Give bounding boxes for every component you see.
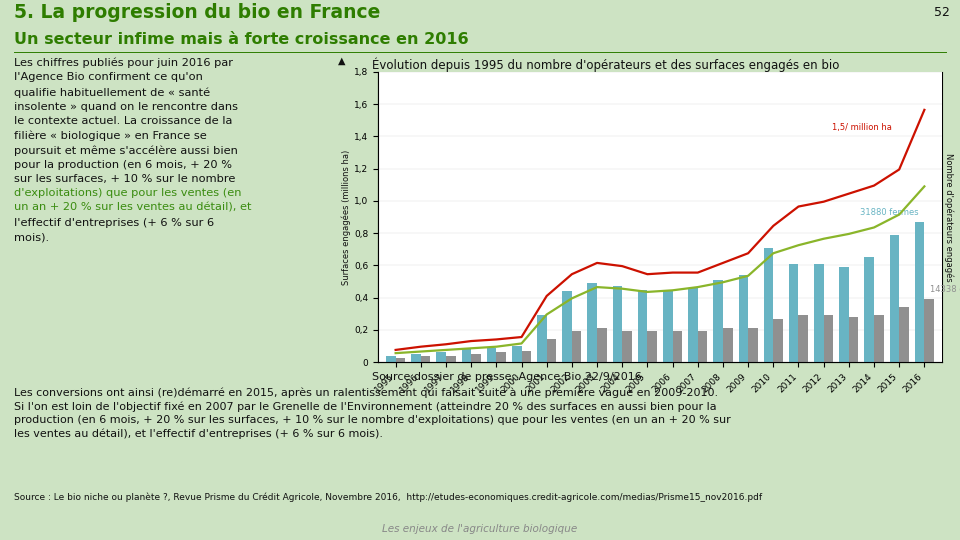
- Bar: [814, 264, 824, 362]
- Bar: [647, 332, 657, 362]
- Bar: [874, 315, 883, 362]
- Bar: [471, 354, 481, 362]
- Text: production (en 6 mois, + 20 % sur les surfaces, + 10 % sur le nombre d'exploitat: production (en 6 mois, + 20 % sur les su…: [14, 415, 731, 425]
- Text: 5. La progression du bio en France: 5. La progression du bio en France: [14, 3, 380, 23]
- Bar: [663, 289, 673, 362]
- Bar: [738, 275, 748, 362]
- Bar: [864, 257, 874, 362]
- Bar: [411, 354, 420, 362]
- Bar: [713, 280, 723, 362]
- Bar: [723, 328, 732, 362]
- Bar: [698, 332, 708, 362]
- Text: 52: 52: [934, 6, 950, 19]
- Text: un an + 20 % sur les ventes au détail), et: un an + 20 % sur les ventes au détail), …: [14, 203, 252, 213]
- Text: insolente » quand on le rencontre dans: insolente » quand on le rencontre dans: [14, 102, 238, 111]
- Bar: [521, 350, 531, 362]
- Bar: [496, 352, 506, 362]
- Text: sur les surfaces, + 10 % sur le nombre: sur les surfaces, + 10 % sur le nombre: [14, 174, 235, 184]
- Text: Source dossier de presse, Agence Bio 22/9/2016: Source dossier de presse, Agence Bio 22/…: [372, 372, 641, 382]
- Text: pour la production (en 6 mois, + 20 %: pour la production (en 6 mois, + 20 %: [14, 159, 232, 170]
- Bar: [764, 248, 774, 362]
- Text: le contexte actuel. La croissance de la: le contexte actuel. La croissance de la: [14, 116, 232, 126]
- Text: Un secteur infime mais à forte croissance en 2016: Un secteur infime mais à forte croissanc…: [14, 32, 468, 48]
- Bar: [799, 315, 808, 362]
- Bar: [824, 315, 833, 362]
- Bar: [915, 222, 924, 362]
- Text: mois).: mois).: [14, 232, 49, 242]
- Bar: [386, 355, 396, 362]
- Bar: [396, 358, 405, 362]
- Bar: [612, 286, 622, 362]
- Y-axis label: Nombre d'opérateurs engagés: Nombre d'opérateurs engagés: [944, 153, 953, 281]
- Bar: [748, 328, 757, 362]
- Bar: [563, 291, 572, 362]
- Bar: [420, 356, 430, 362]
- Y-axis label: Surfaces engagées (millions ha): Surfaces engagées (millions ha): [342, 150, 351, 285]
- Bar: [437, 352, 446, 362]
- Bar: [774, 319, 782, 362]
- Text: 14338 entreprises: 14338 entreprises: [930, 285, 960, 294]
- Bar: [890, 235, 900, 362]
- Text: poursuit et même s'accélère aussi bien: poursuit et même s'accélère aussi bien: [14, 145, 238, 156]
- Text: Évolution depuis 1995 du nombre d'opérateurs et des surfaces engagés en bio: Évolution depuis 1995 du nombre d'opérat…: [372, 58, 839, 72]
- Bar: [446, 355, 456, 362]
- Bar: [546, 340, 556, 362]
- Text: Si l'on est loin de l'objectif fixé en 2007 par le Grenelle de l'Environnement (: Si l'on est loin de l'objectif fixé en 2…: [14, 402, 716, 412]
- Text: 1,5/ million ha: 1,5/ million ha: [831, 123, 892, 132]
- Bar: [538, 315, 546, 362]
- Bar: [849, 317, 858, 362]
- Bar: [637, 289, 647, 362]
- Bar: [673, 332, 683, 362]
- Text: l'Agence Bio confirment ce qu'on: l'Agence Bio confirment ce qu'on: [14, 72, 203, 83]
- Text: Source : Le bio niche ou planète ?, Revue Prisme du Crédit Agricole, Novembre 20: Source : Le bio niche ou planète ?, Revu…: [14, 492, 762, 502]
- Text: les ventes au détail), et l'effectif d'entreprises (+ 6 % sur 6 mois).: les ventes au détail), et l'effectif d'e…: [14, 429, 383, 439]
- Bar: [924, 299, 934, 362]
- Text: Les conversions ont ainsi (re)démarré en 2015, après un ralentissement qui faisa: Les conversions ont ainsi (re)démarré en…: [14, 388, 718, 399]
- Text: d'exploitations) que pour les ventes (en: d'exploitations) que pour les ventes (en: [14, 188, 242, 199]
- Bar: [588, 283, 597, 362]
- Bar: [462, 349, 471, 362]
- Text: filière « biologique » en France se: filière « biologique » en France se: [14, 131, 206, 141]
- Bar: [597, 328, 607, 362]
- Bar: [839, 267, 849, 362]
- Bar: [512, 346, 521, 362]
- Text: l'effectif d'entreprises (+ 6 % sur 6: l'effectif d'entreprises (+ 6 % sur 6: [14, 218, 214, 227]
- Bar: [622, 332, 632, 362]
- Bar: [572, 332, 582, 362]
- Text: Les chiffres publiés pour juin 2016 par: Les chiffres publiés pour juin 2016 par: [14, 58, 233, 69]
- Bar: [789, 264, 799, 362]
- Bar: [487, 348, 496, 362]
- Bar: [688, 288, 698, 362]
- Text: Les enjeux de l'agriculture biologique: Les enjeux de l'agriculture biologique: [382, 524, 578, 534]
- Text: 31880 fermes: 31880 fermes: [860, 208, 919, 217]
- Bar: [900, 307, 909, 362]
- Text: ▲: ▲: [338, 56, 345, 66]
- Text: qualifie habituellement de « santé: qualifie habituellement de « santé: [14, 87, 210, 98]
